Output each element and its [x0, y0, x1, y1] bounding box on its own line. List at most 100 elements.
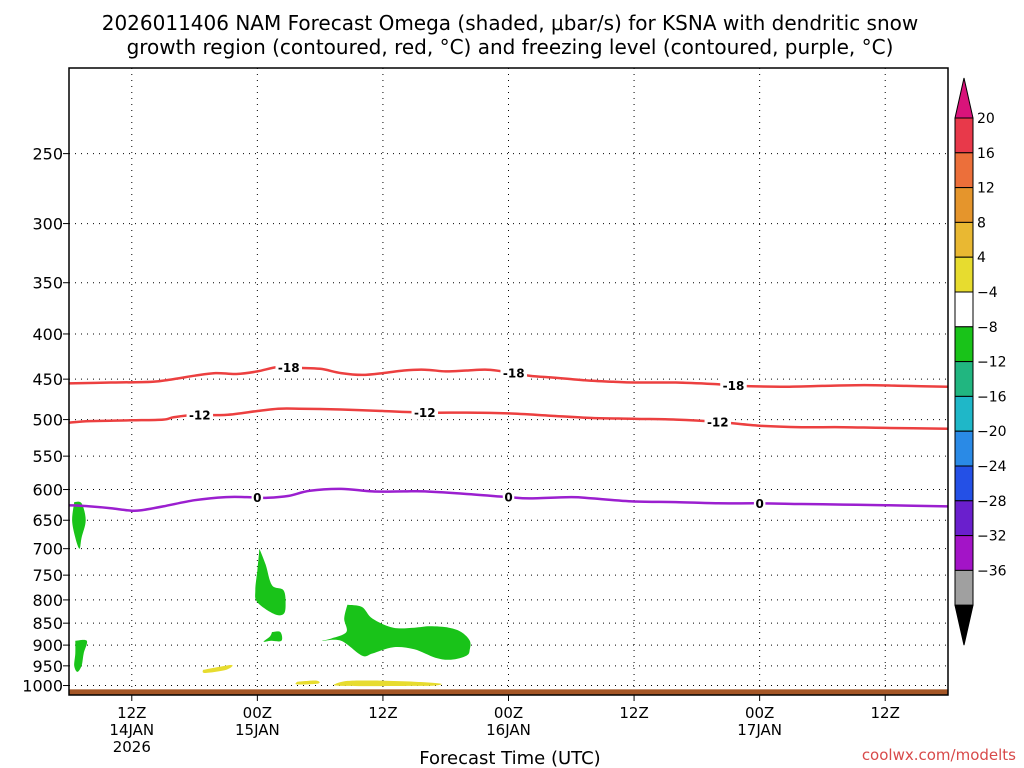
- contour-label-bg--12-1: [186, 407, 214, 422]
- contour-label-bg-0-2: [502, 490, 515, 505]
- x-tick-label-54-1: 12Z: [619, 704, 648, 722]
- contour-label--12-2: -12: [414, 406, 436, 420]
- y-tick-label-950: 950: [32, 657, 63, 676]
- contour-label--12-3: -12: [707, 415, 729, 429]
- y-tick-label-750: 750: [32, 566, 63, 585]
- colorbar-bottom-arrow: [954, 604, 974, 646]
- y-tick-label-350: 350: [32, 274, 63, 293]
- y-tick-label-600: 600: [32, 481, 63, 500]
- colorbar-tick-5: 4: [977, 250, 986, 266]
- contour-label-bg--12-2: [411, 405, 439, 420]
- y-tick-label-450: 450: [32, 370, 63, 389]
- grid-lines: [69, 68, 948, 695]
- omega-region-5: [321, 604, 471, 660]
- colorbar-segment-6: [954, 291, 974, 328]
- omega-region-8: [333, 680, 442, 687]
- y-tick-label-900: 900: [32, 636, 63, 655]
- x-axis-label: Forecast Time (UTC): [419, 748, 600, 768]
- y-tick-label-500: 500: [32, 411, 63, 430]
- omega-region-6: [202, 665, 233, 673]
- x-tick-label-18-1: 00Z: [243, 704, 272, 722]
- y-tick-label-800: 800: [32, 591, 63, 610]
- colorbar-segment-8: [954, 361, 974, 397]
- x-tick-label-6-2: 14JAN: [109, 721, 154, 739]
- contour-label-0-2: 0: [504, 491, 512, 505]
- y-tick-label-550: 550: [32, 447, 63, 466]
- colorbar-top-arrow: [954, 77, 974, 119]
- contour-label-bg--18-1: [275, 360, 302, 375]
- chart-title-line-2: growth region (contoured, red, °C) and f…: [127, 35, 894, 59]
- omega-shading-layer: [72, 501, 471, 687]
- colorbar-tick-14: −36: [977, 563, 1007, 579]
- contour-label--12-1: -12: [189, 408, 211, 422]
- x-tick-label-6-3: 2026: [113, 738, 151, 756]
- colorbar-tick-7: −8: [977, 320, 998, 336]
- contour-label-0-3: 0: [755, 497, 763, 511]
- y-tick-label-700: 700: [32, 540, 63, 559]
- colorbar-tick-1: 20: [977, 111, 995, 127]
- credit-text: coolwx.com/modelts: [862, 746, 1016, 764]
- omega-region-4: [263, 631, 283, 642]
- chart-title-line-1: 2026011406 NAM Forecast Omega (shaded, μ…: [102, 11, 919, 35]
- contour-label-bg--18-2: [500, 366, 527, 381]
- omega-region-2: [74, 639, 88, 672]
- omega-region-1: [72, 501, 86, 549]
- x-tick-label-30-1: 12Z: [368, 704, 397, 722]
- plot-background: [69, 68, 948, 695]
- colorbar-segment-9: [954, 395, 974, 432]
- y-tick-label-400: 400: [32, 325, 63, 344]
- colorbar-tick-9: −16: [977, 389, 1007, 405]
- contour-label-0-1: 0: [253, 491, 261, 505]
- terrain-layer: [69, 689, 948, 695]
- contour-label--18-2: -18: [503, 367, 525, 381]
- contour-label--18-3: -18: [723, 379, 745, 393]
- contour-layer: -18 -18 -18 -12 -12 -12 0 0 0: [68, 360, 949, 513]
- contour-label-bg--18-3: [720, 378, 747, 393]
- colorbar-segment-2: [954, 152, 974, 189]
- contour-label-bg-0-1: [251, 490, 264, 505]
- x-tick-label-6-1: 12Z: [117, 704, 146, 722]
- colorbar-tick-2: 16: [977, 146, 995, 162]
- colorbar-tick-8: −12: [977, 355, 1007, 371]
- colorbar-segment-14: [954, 569, 974, 606]
- colorbar-segment-3: [954, 187, 974, 223]
- colorbar-tick-13: −32: [977, 529, 1007, 545]
- colorbar-tick-3: 12: [977, 181, 995, 197]
- omega-region-3: [255, 548, 286, 616]
- colorbar-segment-13: [954, 535, 974, 571]
- colorbar-segment-10: [954, 430, 974, 467]
- x-tick-label-18-2: 15JAN: [235, 721, 280, 739]
- colorbar: 20 16 12 8 4 −4 −8 −12 −16 −20 −24 −28 −32 −36: [954, 77, 1007, 646]
- y-tick-label-850: 850: [32, 614, 63, 633]
- colorbar-segment-11: [954, 465, 974, 502]
- colorbar-tick-10: −20: [977, 424, 1007, 440]
- contour-label--18-1: -18: [278, 361, 300, 375]
- x-tick-label-66-1: 00Z: [745, 704, 774, 722]
- colorbar-segment-1: [954, 117, 974, 154]
- x-tick-label-66-2: 17JAN: [737, 721, 782, 739]
- colorbar-tick-12: −28: [977, 494, 1007, 510]
- colorbar-tick-6: −4: [977, 285, 998, 301]
- y-tick-label-650: 650: [32, 511, 63, 530]
- y-tick-label-300: 300: [32, 215, 63, 234]
- colorbar-tick-11: −24: [977, 459, 1007, 475]
- x-tick-label-42-1: 00Z: [494, 704, 523, 722]
- colorbar-segment-7: [954, 326, 974, 363]
- colorbar-segment-12: [954, 500, 974, 537]
- colorbar-segment-4: [954, 221, 974, 258]
- y-tick-label-250: 250: [32, 145, 63, 164]
- pressure-axis: 250 300 350 400 450 500 550 600 650 700 750 800 850 9…: [22, 145, 69, 696]
- contour-label-bg--12-3: [704, 414, 732, 429]
- plot-area: -18 -18 -18 -12 -12 -12 0 0 0: [68, 67, 949, 696]
- x-tick-label-78-1: 12Z: [871, 704, 900, 722]
- colorbar-tick-4: 8: [977, 215, 986, 231]
- x-tick-label-42-2: 16JAN: [486, 721, 531, 739]
- contour-label-bg-0-3: [753, 496, 766, 511]
- colorbar-segment-5: [954, 256, 974, 293]
- y-tick-label-1000: 1000: [22, 677, 63, 696]
- contour-line-0: [68, 487, 949, 513]
- omega-region-7: [295, 680, 320, 685]
- terrain-fill: [69, 689, 948, 695]
